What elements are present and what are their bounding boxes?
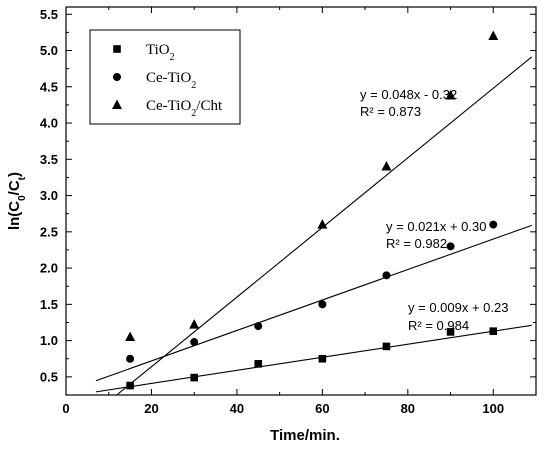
triangle-marker <box>125 331 136 341</box>
legend-label: TiO2 <box>146 42 175 63</box>
fit-equation: y = 0.048x - 0.32 <box>360 87 457 102</box>
x-tick-label: 100 <box>482 401 504 416</box>
y-tick-label: 2.5 <box>40 224 58 239</box>
fit-equation: y = 0.021x + 0.30 <box>386 219 486 234</box>
y-tick-label: 1.5 <box>40 297 58 312</box>
circle-marker <box>190 338 199 347</box>
triangle-marker <box>445 89 456 100</box>
x-tick-label: 40 <box>230 401 244 416</box>
triangle-marker <box>317 219 328 229</box>
circle-marker <box>489 220 498 229</box>
fit-equation: y = 0.009x + 0.23 <box>408 300 508 315</box>
circle-marker <box>126 354 135 363</box>
triangle-marker <box>488 30 499 41</box>
triangle-marker <box>112 99 122 109</box>
square-marker <box>446 328 455 336</box>
y-tick-label: 5.0 <box>40 43 58 58</box>
circle-marker <box>254 322 263 331</box>
x-axis-title: Time/min. <box>270 427 340 444</box>
y-axis-title: ln(C0/Ct) <box>6 172 28 230</box>
square-marker <box>318 354 327 363</box>
r-squared-label: R² = 0.984 <box>408 318 469 333</box>
x-tick-label: 60 <box>315 401 329 416</box>
legend-label: Ce-TiO2 <box>146 70 196 91</box>
x-tick-label: 80 <box>401 401 415 416</box>
circle-marker <box>318 300 327 309</box>
legend: TiO2 Ce-TiO2 Ce-TiO2/Cht <box>89 29 241 125</box>
r-squared-label: R² = 0.873 <box>360 104 421 119</box>
circle-marker <box>113 73 121 81</box>
data-markers <box>125 30 499 390</box>
y-tick-label: 3.0 <box>40 188 58 203</box>
axis-ticks: 0 20 40 60 80 100 0.5 1.0 1.5 2.0 2.5 3.0 3.5 4.0 4.5 5… <box>40 7 536 416</box>
trend-line <box>95 224 532 382</box>
square-marker <box>254 360 263 368</box>
y-tick-label: 1.0 <box>40 333 58 348</box>
square-marker <box>113 45 121 53</box>
triangle-marker <box>189 319 200 329</box>
triangle-marker <box>381 161 392 171</box>
y-tick-label: 4.0 <box>40 116 58 131</box>
x-tick-label: 0 <box>62 401 69 416</box>
plot-frame <box>65 6 537 396</box>
x-tick-label: 20 <box>144 401 158 416</box>
y-tick-label: 0.5 <box>40 369 58 384</box>
square-marker <box>489 327 498 335</box>
trend-line <box>95 324 532 393</box>
y-tick-label: 2.0 <box>40 261 58 276</box>
y-tick-label: 5.5 <box>40 7 58 22</box>
y-tick-label: 4.5 <box>40 79 58 94</box>
square-marker <box>190 373 198 382</box>
square-marker <box>126 381 134 390</box>
circle-marker <box>382 271 391 280</box>
square-marker <box>382 342 391 351</box>
circle-marker <box>446 242 455 251</box>
y-tick-label: 3.5 <box>40 152 58 167</box>
legend-label: Ce-TiO2/Cht <box>146 98 223 119</box>
r-squared-label: R² = 0.982 <box>386 236 447 251</box>
fit-equations: y = 0.009x + 0.23 R² = 0.984 y = 0.021x + … <box>360 87 508 333</box>
